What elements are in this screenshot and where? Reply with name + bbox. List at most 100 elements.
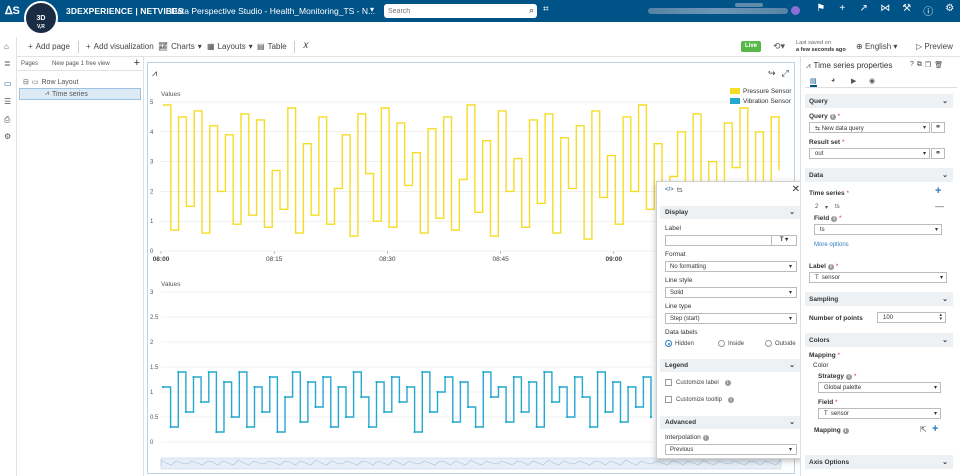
remove-series-icon[interactable]: —: [935, 201, 944, 211]
tree-item-time-series[interactable]: ⩘ Time series: [19, 88, 141, 100]
info-icon[interactable]: i: [728, 396, 735, 403]
charts-menu[interactable]: 📈︎ Charts ▾: [158, 42, 202, 51]
advanced-section-header[interactable]: Advanced ⌄: [660, 416, 801, 429]
share-icon[interactable]: ↗: [859, 3, 868, 14]
legend-section-header[interactable]: Legend ⌄: [660, 359, 801, 372]
add-page-icon[interactable]: +: [133, 57, 140, 69]
line-type-select[interactable]: Step (start) ▾: [665, 313, 797, 324]
info-icon[interactable]: i: [831, 216, 838, 222]
interpolation-select[interactable]: Previous ▾: [665, 444, 797, 455]
text-format-button[interactable]: T ▾: [771, 236, 796, 245]
tab-actions[interactable]: ▶: [851, 78, 857, 85]
add-series-icon[interactable]: +: [935, 185, 942, 197]
search-icon[interactable]: ⌕: [528, 5, 534, 15]
avatar[interactable]: [791, 6, 800, 15]
info-icon[interactable]: i: [827, 264, 834, 270]
network-icon[interactable]: ⋈: [880, 3, 891, 14]
open-external-icon[interactable]: ⇱: [920, 425, 927, 434]
settings-icon[interactable]: ⚙: [945, 3, 955, 14]
link-query-button[interactable]: ⚭: [931, 122, 945, 133]
table-button[interactable]: ▤ Table: [257, 42, 287, 51]
more-options-link[interactable]: More options: [814, 242, 849, 248]
duplicate-icon[interactable]: ❐: [924, 62, 932, 69]
info-icon[interactable]: i: [724, 379, 731, 386]
format-select[interactable]: No formatting ▾: [665, 261, 797, 272]
number-of-points-input[interactable]: 100 ▴ ▾: [877, 312, 946, 323]
close-icon[interactable]: ✕: [791, 184, 800, 195]
axis-options-section-header[interactable]: Axis Options ⌄: [805, 455, 953, 469]
checkbox-label: Customize label: [676, 379, 719, 386]
result-set-select[interactable]: out ▾: [809, 148, 930, 159]
copy-icon[interactable]: ⧉: [916, 61, 922, 68]
tools-icon[interactable]: ⚒: [902, 3, 912, 14]
customize-tooltip-checkbox[interactable]: Customize tooltip i: [665, 396, 735, 403]
app-title[interactable]: Data Perspective Studio - Health_Monitor…: [171, 6, 376, 16]
field-select[interactable]: ts ▾: [814, 224, 942, 235]
help-icon[interactable]: ⓘ: [923, 7, 934, 18]
share-icon[interactable]: ↪: [768, 68, 776, 78]
stepper-icon[interactable]: ▴ ▾: [939, 312, 942, 322]
tab-data[interactable]: ▤: [810, 78, 817, 87]
radio-dot[interactable]: [718, 340, 725, 347]
language-menu[interactable]: ⊕ English ▾: [856, 42, 898, 51]
monitor-icon[interactable]: ▭: [4, 79, 12, 88]
tab-style[interactable]: ◕: [831, 77, 836, 84]
display-section-header[interactable]: Display ⌄: [660, 206, 801, 219]
help-icon[interactable]: ?: [910, 61, 914, 68]
gear-icon[interactable]: ⚙: [4, 132, 12, 141]
info-icon[interactable]: i: [846, 374, 853, 380]
legend-item[interactable]: Vibration Sensor: [730, 97, 791, 107]
tree-item-row-layout[interactable]: ⊟ ▭ Row Layout: [23, 76, 145, 88]
info-icon[interactable]: i: [842, 428, 849, 434]
compass-button[interactable]: 3D V,R: [24, 1, 58, 35]
database-icon[interactable]: ≣: [4, 59, 11, 68]
query-section-header[interactable]: Query ⌄: [805, 94, 953, 108]
formula-icon[interactable]: 𝑥: [303, 40, 309, 51]
data-point: [512, 375, 515, 379]
preview-button[interactable]: ▷ Preview: [916, 42, 953, 51]
info-icon[interactable]: i: [702, 435, 709, 441]
plus-icon[interactable]: +: [839, 3, 846, 14]
add-mapping-icon[interactable]: +: [932, 423, 939, 435]
data-section-header[interactable]: Data ⌄: [805, 168, 953, 182]
collapse-icon[interactable]: ⊟: [23, 79, 29, 86]
customize-label-checkbox[interactable]: Customize label i: [665, 379, 731, 386]
link-result-set-button[interactable]: ⚭: [931, 148, 945, 159]
query-select[interactable]: ⇆ New data query ▾: [809, 122, 930, 133]
page-selector[interactable]: New page 1 free view: [52, 61, 110, 67]
data-labels-outside-radio[interactable]: Outside: [765, 340, 796, 347]
strategy-select[interactable]: Global palette ▾: [818, 382, 941, 393]
radio-dot[interactable]: [765, 340, 772, 347]
tab-palette[interactable]: ◉: [869, 78, 876, 85]
history-icon[interactable]: ⟲▾: [773, 41, 786, 51]
list-icon[interactable]: ☰: [4, 97, 12, 106]
data-labels-hidden-radio[interactable]: Hidden: [665, 340, 694, 347]
label-input[interactable]: T ▾: [665, 235, 797, 246]
home-icon[interactable]: ⌂: [4, 42, 9, 51]
expand-series-icon[interactable]: ▾: [825, 205, 829, 211]
fullscreen-icon[interactable]: ⤢: [781, 68, 789, 78]
radio-dot[interactable]: [665, 340, 672, 347]
add-visualization-button[interactable]: + Add visualization: [86, 42, 154, 51]
chevron-down-icon[interactable]: ▾: [370, 5, 375, 14]
sampling-section-header[interactable]: Sampling ⌄: [805, 292, 953, 306]
flag-icon[interactable]: ⚑: [816, 3, 826, 14]
add-page-button[interactable]: + Add page: [28, 42, 70, 51]
data-labels-inside-radio[interactable]: Inside: [718, 340, 744, 347]
checkbox[interactable]: [665, 379, 672, 386]
info-icon[interactable]: i: [829, 114, 836, 120]
search-box[interactable]: ⌕: [384, 4, 537, 18]
trash-icon[interactable]: 🗑︎: [934, 62, 944, 69]
layouts-menu[interactable]: ▦ Layouts ▾: [207, 42, 253, 51]
time-series-chart[interactable]: Values01234508:0008:1508:3008:4509:0009:…: [147, 84, 795, 472]
tag-icon[interactable]: ⌗: [543, 4, 549, 15]
checkbox[interactable]: [665, 396, 672, 403]
print-icon[interactable]: ⎙: [4, 115, 11, 124]
legend-item[interactable]: Pressure Sensor: [730, 87, 791, 97]
line-style-select[interactable]: Solid ▾: [665, 287, 797, 298]
color-field-select[interactable]: T sensor ▾: [818, 408, 941, 419]
series-item[interactable]: ts: [835, 204, 840, 210]
label-select[interactable]: T sensor ▾: [809, 272, 947, 283]
search-input[interactable]: [384, 4, 514, 18]
colors-section-header[interactable]: Colors ⌄: [805, 333, 953, 347]
